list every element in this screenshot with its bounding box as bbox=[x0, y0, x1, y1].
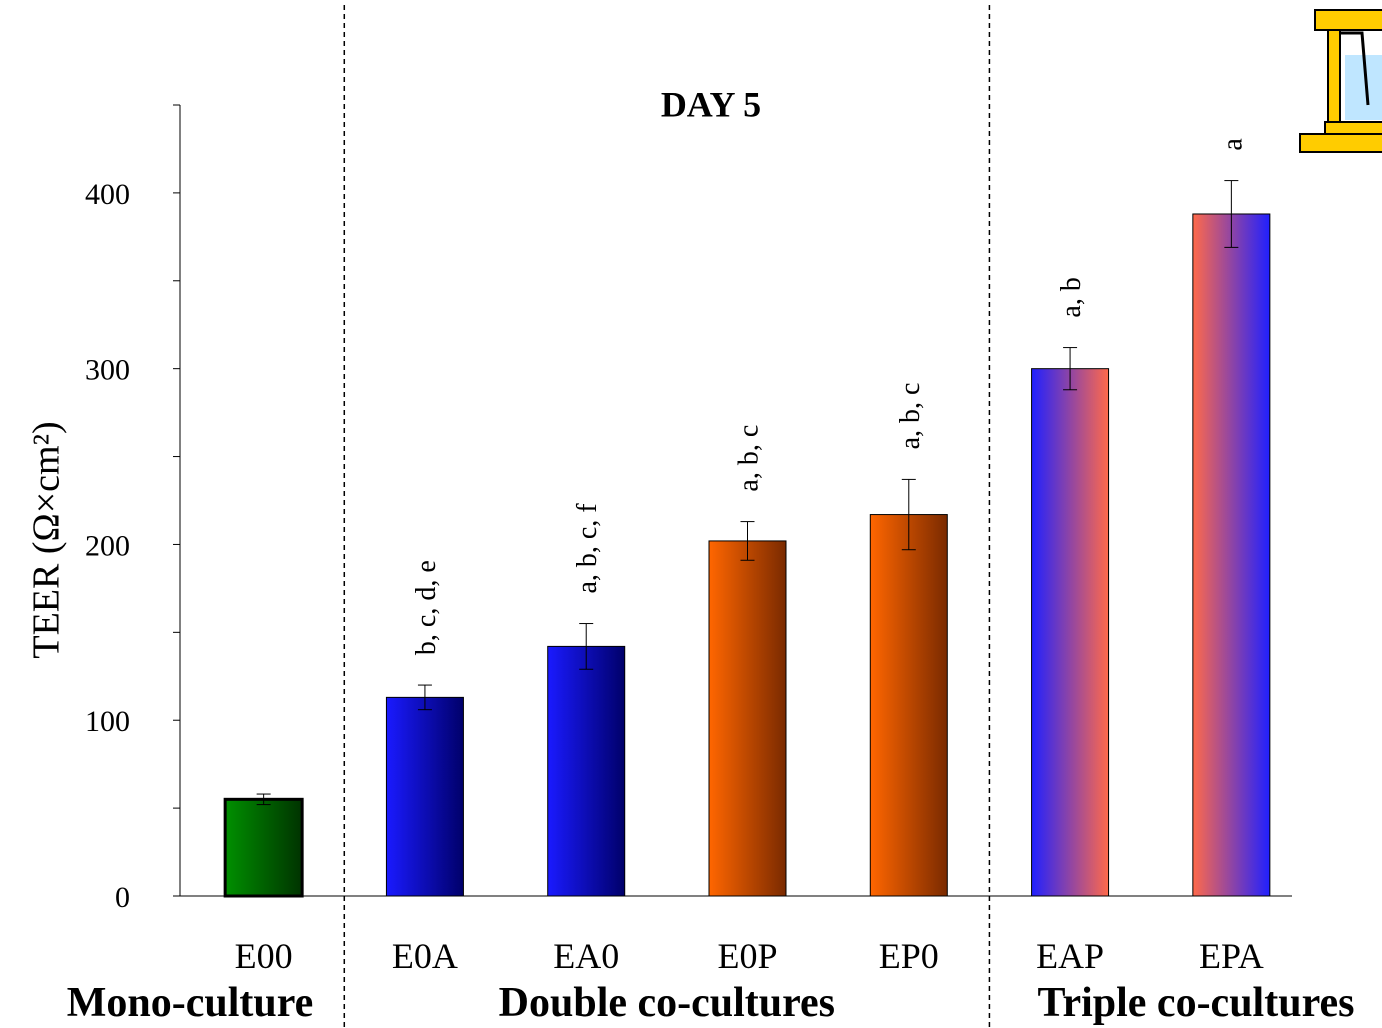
y-axis-label: TEER (Ω×cm²) bbox=[26, 421, 68, 658]
group-label: Triple co-cultures bbox=[1038, 980, 1355, 1026]
bar bbox=[1193, 214, 1270, 896]
chart: DAY 5 TEER (Ω×cm²) 0 100 200 300 400 E00 E0A b,… bbox=[0, 0, 1382, 1028]
bar bbox=[225, 799, 302, 896]
significance-label: b, c, d, e bbox=[411, 560, 442, 655]
significance-label: a, b bbox=[1056, 277, 1087, 317]
significance-label: a bbox=[1217, 138, 1248, 151]
bar bbox=[870, 515, 947, 896]
x-tick-label: EP0 bbox=[879, 936, 939, 976]
bar bbox=[548, 646, 625, 896]
icon bbox=[1300, 10, 1382, 152]
bar bbox=[709, 541, 786, 896]
significance-label: a, b, c, f bbox=[572, 503, 603, 594]
y-tick-label: 0 bbox=[115, 881, 130, 914]
y-tick-label: 200 bbox=[85, 529, 130, 562]
chart-title: DAY 5 bbox=[661, 84, 761, 124]
significance-label: a, b, c bbox=[895, 383, 926, 450]
x-tick-label: EPA bbox=[1199, 936, 1264, 976]
bar bbox=[386, 697, 463, 896]
y-tick-label: 300 bbox=[85, 354, 130, 387]
y-tick-label: 100 bbox=[85, 705, 130, 738]
x-tick-label: EAP bbox=[1036, 936, 1104, 976]
x-tick-label: E0P bbox=[717, 936, 777, 976]
x-tick-label: E0A bbox=[392, 936, 458, 976]
y-tick-label: 400 bbox=[85, 178, 130, 211]
group-label: Mono-culture bbox=[67, 980, 314, 1026]
x-tick-label: EA0 bbox=[553, 936, 619, 976]
significance-label: a, b, c bbox=[734, 425, 765, 492]
group-label: Double co-cultures bbox=[499, 980, 835, 1026]
x-tick-label: E00 bbox=[235, 936, 293, 976]
bar bbox=[1032, 369, 1109, 896]
